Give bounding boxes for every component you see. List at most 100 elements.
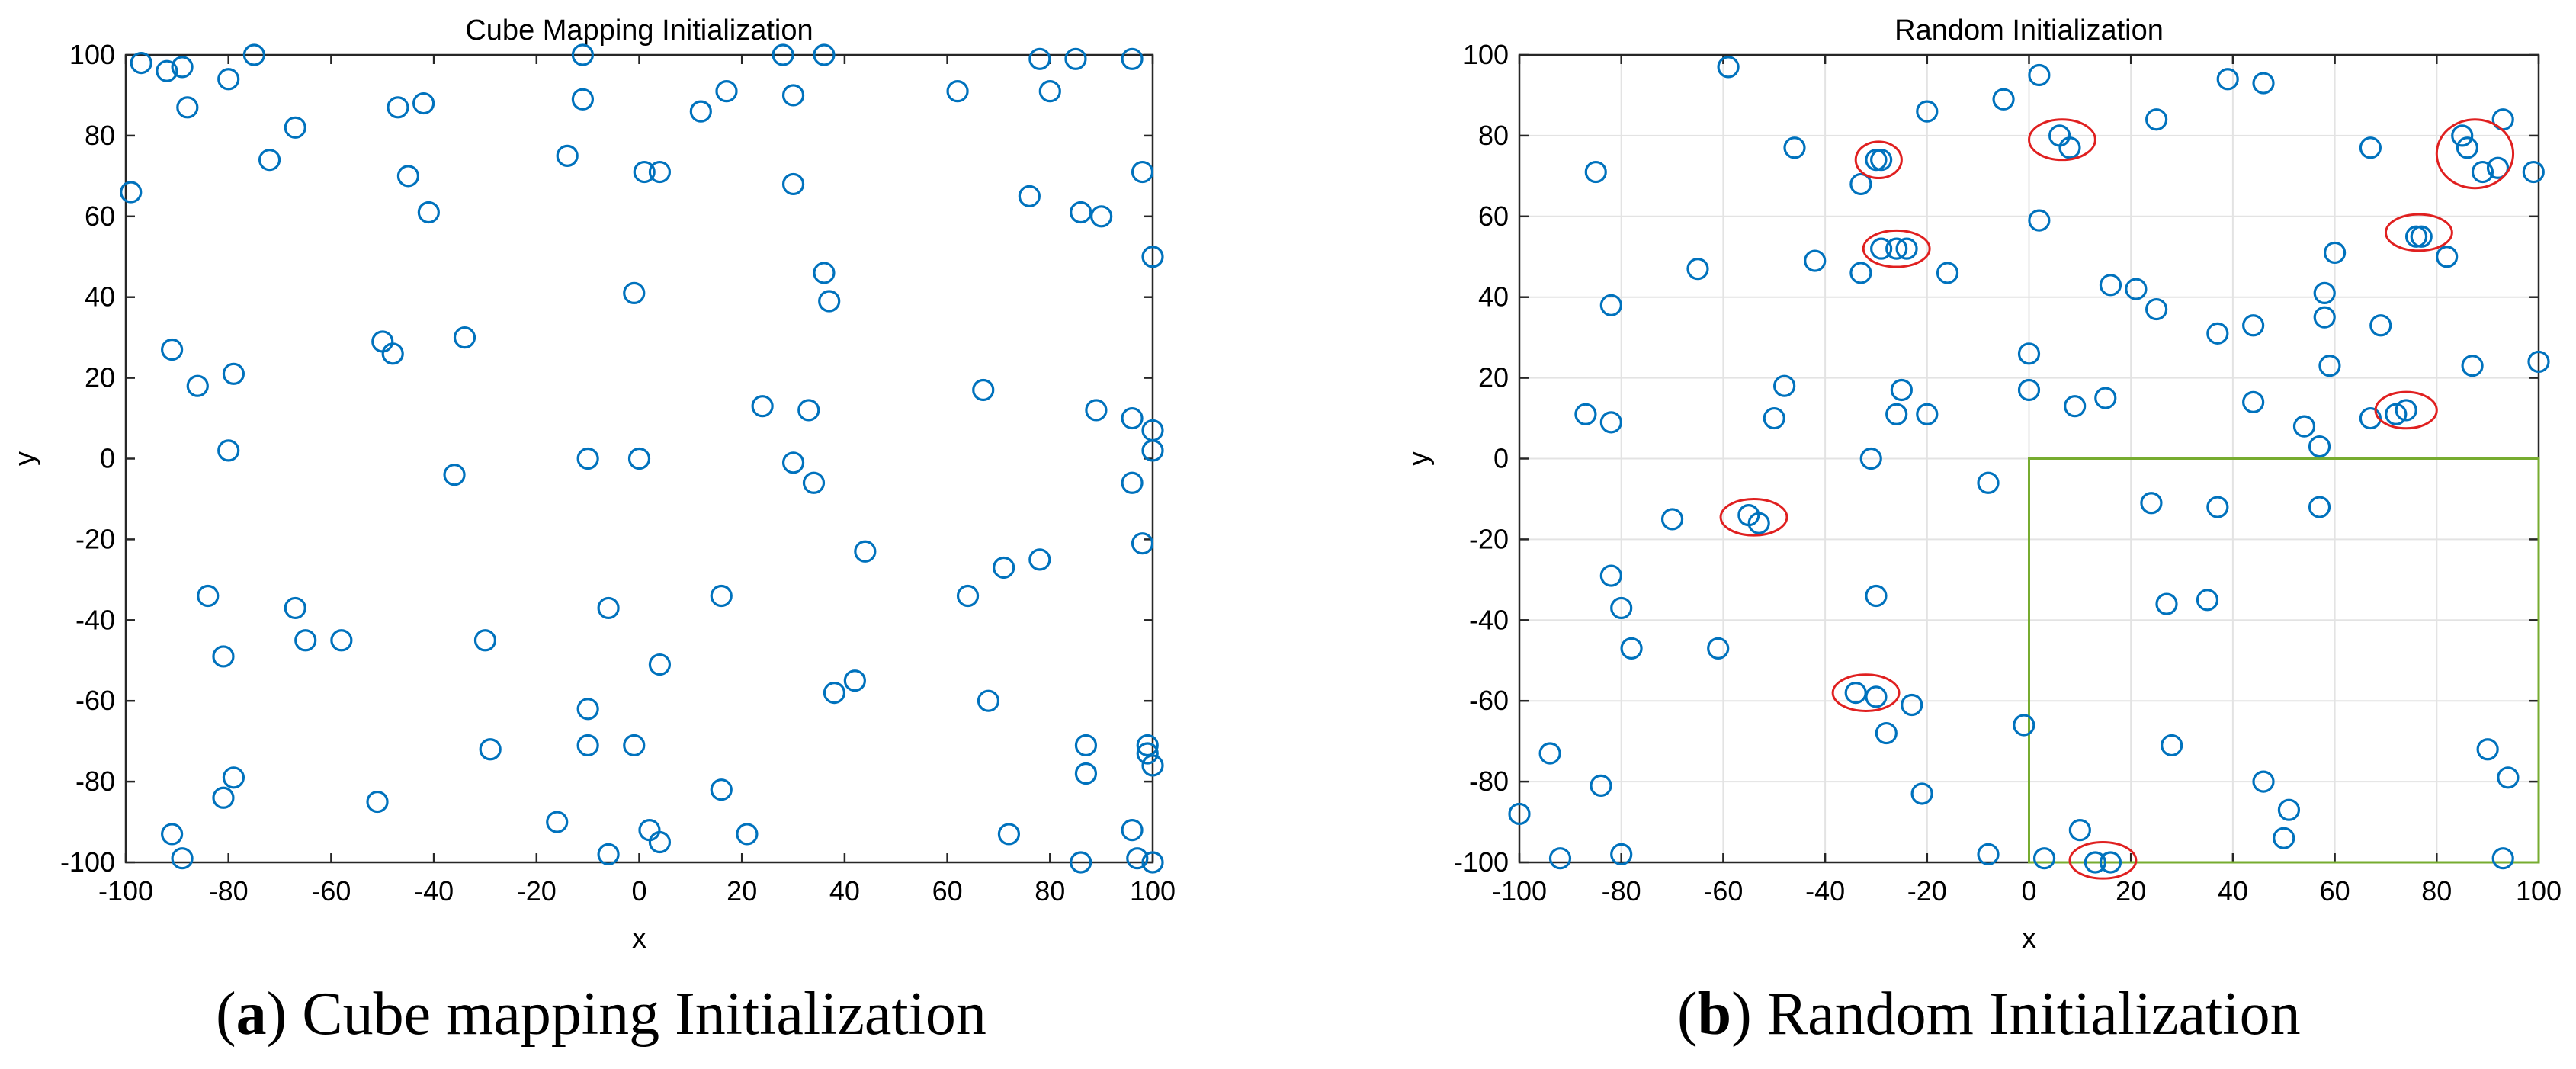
data-point	[1686, 258, 1709, 281]
x-tick-label: -80	[209, 875, 249, 907]
data-point	[1538, 742, 1561, 765]
data-point	[366, 790, 389, 814]
data-point	[473, 629, 497, 652]
data-point	[412, 91, 435, 115]
x-axis-label: x	[632, 923, 646, 955]
data-point	[212, 645, 235, 668]
data-point	[1599, 564, 1622, 587]
data-point	[2140, 492, 2163, 515]
data-point	[222, 362, 245, 385]
data-point	[2497, 766, 2520, 789]
x-tick-label: 60	[2320, 875, 2350, 907]
data-point	[802, 471, 826, 494]
data-point	[294, 629, 317, 652]
data-point	[781, 84, 805, 107]
y-axis-label: y	[1403, 451, 1435, 466]
data-point	[2522, 160, 2545, 184]
data-point	[2273, 827, 2295, 849]
data-point	[2252, 770, 2275, 793]
data-point	[1885, 237, 1908, 260]
data-point	[2094, 387, 2117, 409]
data-point	[2313, 281, 2336, 305]
data-point	[453, 326, 476, 349]
data-point	[1977, 471, 2000, 494]
data-point	[1074, 762, 1098, 785]
data-point	[2196, 589, 2219, 612]
chart-title: Random Initialization	[1894, 14, 2164, 47]
data-point	[993, 556, 1015, 579]
data-point	[2395, 399, 2417, 422]
data-point	[1936, 262, 1959, 284]
data-point	[813, 43, 836, 66]
data-point	[2017, 378, 2041, 402]
y-tick-label: -80	[1469, 766, 1509, 797]
x-tick-label: -100	[98, 875, 153, 907]
y-tick-label: -20	[75, 523, 115, 554]
data-point	[2206, 322, 2229, 345]
data-point	[2145, 297, 2168, 321]
data-point	[977, 689, 1000, 712]
data-point	[576, 447, 599, 470]
data-point	[171, 847, 194, 870]
data-point	[1717, 56, 1740, 79]
x-tick-label: 100	[2516, 875, 2562, 907]
data-point	[638, 819, 661, 842]
x-tick-label: 20	[727, 875, 757, 907]
data-point	[648, 160, 672, 184]
chart-random: -100 -80 -60 -40 -20 0 20 40 60 80 100 -100 -80 -60 -4…	[1403, 14, 2562, 955]
data-point	[2058, 136, 2081, 159]
data-point	[1070, 851, 1092, 874]
data-point	[715, 80, 738, 103]
data-point	[2359, 406, 2382, 430]
data-point	[576, 734, 599, 757]
x-tick-label: -100	[1492, 875, 1547, 907]
data-point	[387, 96, 409, 119]
data-point	[443, 464, 466, 486]
x-tick-label: -20	[1907, 875, 1947, 907]
caption-a-text: Cube mapping Initialization	[302, 981, 986, 1048]
y-tick-label: -60	[1469, 685, 1509, 716]
data-point	[623, 281, 646, 305]
data-point	[1141, 754, 1164, 777]
data-point	[2471, 160, 2494, 184]
data-point	[1121, 471, 1144, 494]
data-point	[2032, 847, 2056, 870]
data-point	[2324, 241, 2347, 265]
y-tick-label: -100	[1454, 846, 1509, 878]
data-point	[1895, 237, 1918, 260]
data-point	[212, 786, 235, 809]
data-point	[772, 43, 794, 66]
data-point	[2125, 278, 2148, 300]
region-rect	[2028, 457, 2540, 864]
y-tick-label: 0	[100, 443, 115, 474]
x-tick-label: 80	[2421, 875, 2452, 907]
data-point	[2028, 209, 2051, 232]
data-point	[2491, 847, 2514, 870]
data-point	[1136, 742, 1159, 765]
data-point	[1763, 406, 1785, 430]
data-point	[797, 399, 820, 422]
data-point	[2451, 124, 2474, 147]
data-point	[2028, 63, 2051, 87]
data-point	[1038, 80, 1061, 103]
data-point	[597, 596, 620, 620]
data-point	[197, 584, 220, 608]
data-point	[242, 43, 265, 66]
data-point	[1620, 637, 1643, 660]
data-point	[648, 653, 672, 676]
data-point	[2359, 136, 2382, 159]
data-point	[2410, 225, 2433, 248]
y-tick-label: 40	[1478, 281, 1509, 313]
data-point	[330, 629, 353, 652]
x-tick-label: -40	[414, 875, 454, 907]
data-point	[2017, 342, 2041, 365]
data-point	[571, 88, 595, 111]
data-point	[1121, 406, 1144, 430]
data-point	[1707, 637, 1730, 660]
data-point	[818, 290, 841, 313]
data-point	[222, 766, 245, 789]
data-point	[417, 201, 440, 224]
y-tick-label: 60	[1478, 201, 1509, 232]
data-point	[1916, 100, 1939, 123]
data-point	[1126, 847, 1149, 870]
